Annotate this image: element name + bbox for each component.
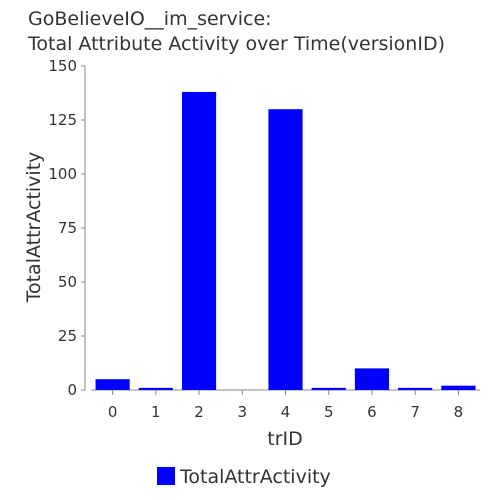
y-tick-label: 75	[58, 219, 77, 237]
x-tick-label: 5	[324, 403, 334, 421]
x-tick-label: 2	[194, 403, 204, 421]
chart-title-line-1: GoBelieveIO__im_service:	[28, 8, 272, 30]
y-axis-title: TotalAttrActivity	[23, 152, 45, 304]
bar	[95, 379, 130, 390]
legend: TotalAttrActivity	[157, 466, 331, 488]
bar	[354, 368, 390, 390]
bar-series	[95, 91, 476, 391]
chart-title: GoBelieveIO__im_service: Total Attribute…	[27, 8, 445, 55]
legend-swatch	[157, 467, 175, 485]
x-axis: 0 1 2 3 4 5 6 7 8	[91, 389, 480, 421]
y-axis: 0 25 50 75 100 125 150	[48, 57, 86, 399]
y-tick-label: 50	[58, 273, 77, 291]
plot-area: 0 25 50 75 100 125 150 0 1 2 3 4 5 6 7 8	[48, 57, 480, 421]
y-tick-label: 100	[48, 165, 77, 183]
y-tick-label: 0	[67, 381, 77, 399]
bar	[398, 387, 433, 390]
x-tick-label: 7	[410, 403, 420, 421]
x-axis-title: trID	[267, 428, 303, 450]
x-tick-label: 1	[151, 403, 161, 421]
y-tick-label: 150	[48, 57, 77, 75]
x-tick-label: 3	[238, 403, 248, 421]
bar	[138, 387, 173, 390]
x-tick-label: 6	[367, 403, 377, 421]
x-tick-label: 0	[108, 403, 118, 421]
bar	[268, 109, 303, 390]
bar	[181, 91, 217, 391]
x-tick-label: 4	[281, 403, 291, 421]
y-tick-label: 125	[48, 111, 77, 129]
bar	[441, 385, 476, 390]
x-tick-label: 8	[454, 403, 464, 421]
legend-label: TotalAttrActivity	[179, 466, 331, 488]
chart-title-line-2: Total Attribute Activity over Time(versi…	[27, 33, 445, 55]
bar	[311, 387, 346, 390]
y-tick-label: 25	[58, 327, 77, 345]
